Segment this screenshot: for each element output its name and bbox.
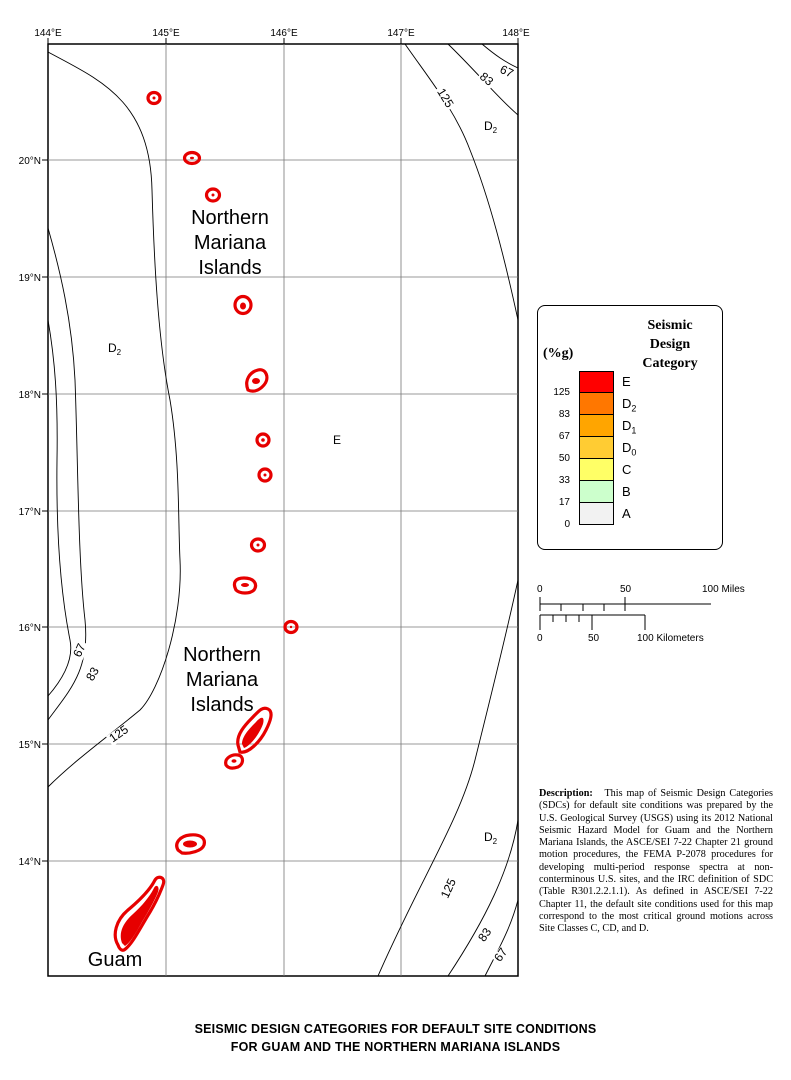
legend-category-label: A <box>622 506 631 521</box>
legend-swatch <box>579 371 614 393</box>
map-title-line1: SEISMIC DESIGN CATEGORIES FOR DEFAULT SI… <box>194 1022 597 1036</box>
scale-miles-label: 50 <box>620 584 632 595</box>
island-ring-farallon-de-medinilla <box>283 619 299 635</box>
island-ring-maug <box>182 150 202 166</box>
zone-label-d2: D2 <box>108 341 122 357</box>
region-label-guam: Guam <box>88 949 142 971</box>
island-ring-aguijan <box>224 753 245 770</box>
contour-label-67: 67 <box>498 62 516 80</box>
seismic-map: 144°E 145°E 146°E 147°E 148°E 20°N 19°N … <box>19 28 745 977</box>
lat-label: 19°N <box>19 273 41 284</box>
island-ring-alamagan <box>255 432 271 448</box>
region-label: Islands <box>190 694 253 716</box>
contour-125-ne <box>404 43 519 321</box>
description-label: Description: <box>539 788 593 799</box>
legend-break-label: 0 <box>564 519 570 530</box>
legend-break-label: 83 <box>558 409 570 420</box>
legend-swatch <box>579 393 614 415</box>
island-ring-agrihan <box>233 294 253 316</box>
lon-label: 146°E <box>270 28 298 39</box>
legend-title-line: Category <box>642 356 698 371</box>
legend-break-label: 17 <box>558 497 570 508</box>
contour-125-west <box>47 51 181 788</box>
island-ring-guam <box>113 875 166 952</box>
legend-unit: (%g) <box>543 346 574 361</box>
description-text: This map of Seismic Design Categories (S… <box>539 788 773 935</box>
legend-break-label: 67 <box>558 431 570 442</box>
region-label: Northern <box>183 644 261 666</box>
contour-83-west <box>47 227 87 721</box>
description: Description: This map of Seismic Design … <box>539 788 773 936</box>
legend-break-label: 50 <box>558 453 570 464</box>
region-label: Northern <box>191 207 269 229</box>
island-ring-anatahan <box>232 576 258 595</box>
region-label: Mariana <box>186 669 259 691</box>
island-rings <box>113 90 299 952</box>
legend-category-label: D2 <box>622 396 637 414</box>
lat-label: 16°N <box>19 623 41 634</box>
island-ring-asuncion <box>204 187 222 203</box>
island-ring-guguan <box>257 467 273 483</box>
island-ring-sarigan <box>249 537 267 553</box>
island-ring-pagan <box>245 368 269 393</box>
map-frame <box>47 43 519 977</box>
lon-label: 144°E <box>34 28 62 39</box>
legend-swatch <box>579 437 614 459</box>
legend-swatch <box>579 481 614 503</box>
frame-ticks <box>42 38 519 862</box>
island-ring-rota <box>175 833 206 855</box>
contour-67-se <box>484 899 519 977</box>
legend-title-line: Design <box>649 337 691 352</box>
island-fills <box>120 96 293 946</box>
scale-bar-km <box>539 614 646 630</box>
region-label: Mariana <box>194 232 267 254</box>
lat-label: 18°N <box>19 390 41 401</box>
contour-67-west <box>47 319 72 697</box>
legend-category-label: D0 <box>622 440 637 458</box>
lat-label: 14°N <box>19 857 41 868</box>
legend: Seismic Design Category (%g) E D2 D1 D0 C B A 1… <box>537 305 723 550</box>
legend-swatch <box>579 503 614 525</box>
contour-label-67: 67 <box>70 641 88 659</box>
legend-break-label: 33 <box>558 475 570 486</box>
legend-category-label: E <box>622 374 631 389</box>
contour-67-ne <box>481 43 519 69</box>
legend-title-line: Seismic <box>647 318 693 333</box>
zone-label-d2: D2 <box>484 830 498 846</box>
scale-km-label: 50 <box>588 633 600 644</box>
legend-title: Seismic Design Category <box>620 316 720 373</box>
legend-category-label: D1 <box>622 418 637 436</box>
scale-miles-label: 100 Miles <box>702 584 745 595</box>
legend-break-label: 125 <box>553 387 570 398</box>
region-label: Islands <box>198 257 261 279</box>
contour-125-se <box>377 579 519 977</box>
lat-label: 17°N <box>19 507 41 518</box>
lat-label: 15°N <box>19 740 41 751</box>
contour-label-83: 83 <box>83 664 102 683</box>
legend-category-label: C <box>622 462 632 477</box>
lon-label: 147°E <box>387 28 415 39</box>
contour-83-se <box>447 819 519 977</box>
map-title-line2: FOR GUAM AND THE NORTHERN MARIANA ISLAND… <box>230 1040 561 1054</box>
contour-lines <box>47 43 519 977</box>
island-ring-farallon-de-pajaros <box>146 90 162 106</box>
scale-bar-miles <box>539 597 711 611</box>
zone-label-e: E <box>333 433 341 447</box>
island-ring-saipan-tinian <box>236 706 273 754</box>
legend-swatch <box>579 459 614 481</box>
scale-miles-label: 0 <box>537 584 543 595</box>
lon-label: 148°E <box>502 28 530 39</box>
graticule <box>48 44 518 976</box>
legend-category-label: B <box>622 484 631 499</box>
zone-label-d2: D2 <box>484 119 498 135</box>
lon-label: 145°E <box>152 28 180 39</box>
lat-label: 20°N <box>19 156 41 167</box>
scale-km-label: 0 <box>537 633 543 644</box>
scale-km-label: 100 Kilometers <box>637 633 704 644</box>
legend-swatch <box>579 415 614 437</box>
